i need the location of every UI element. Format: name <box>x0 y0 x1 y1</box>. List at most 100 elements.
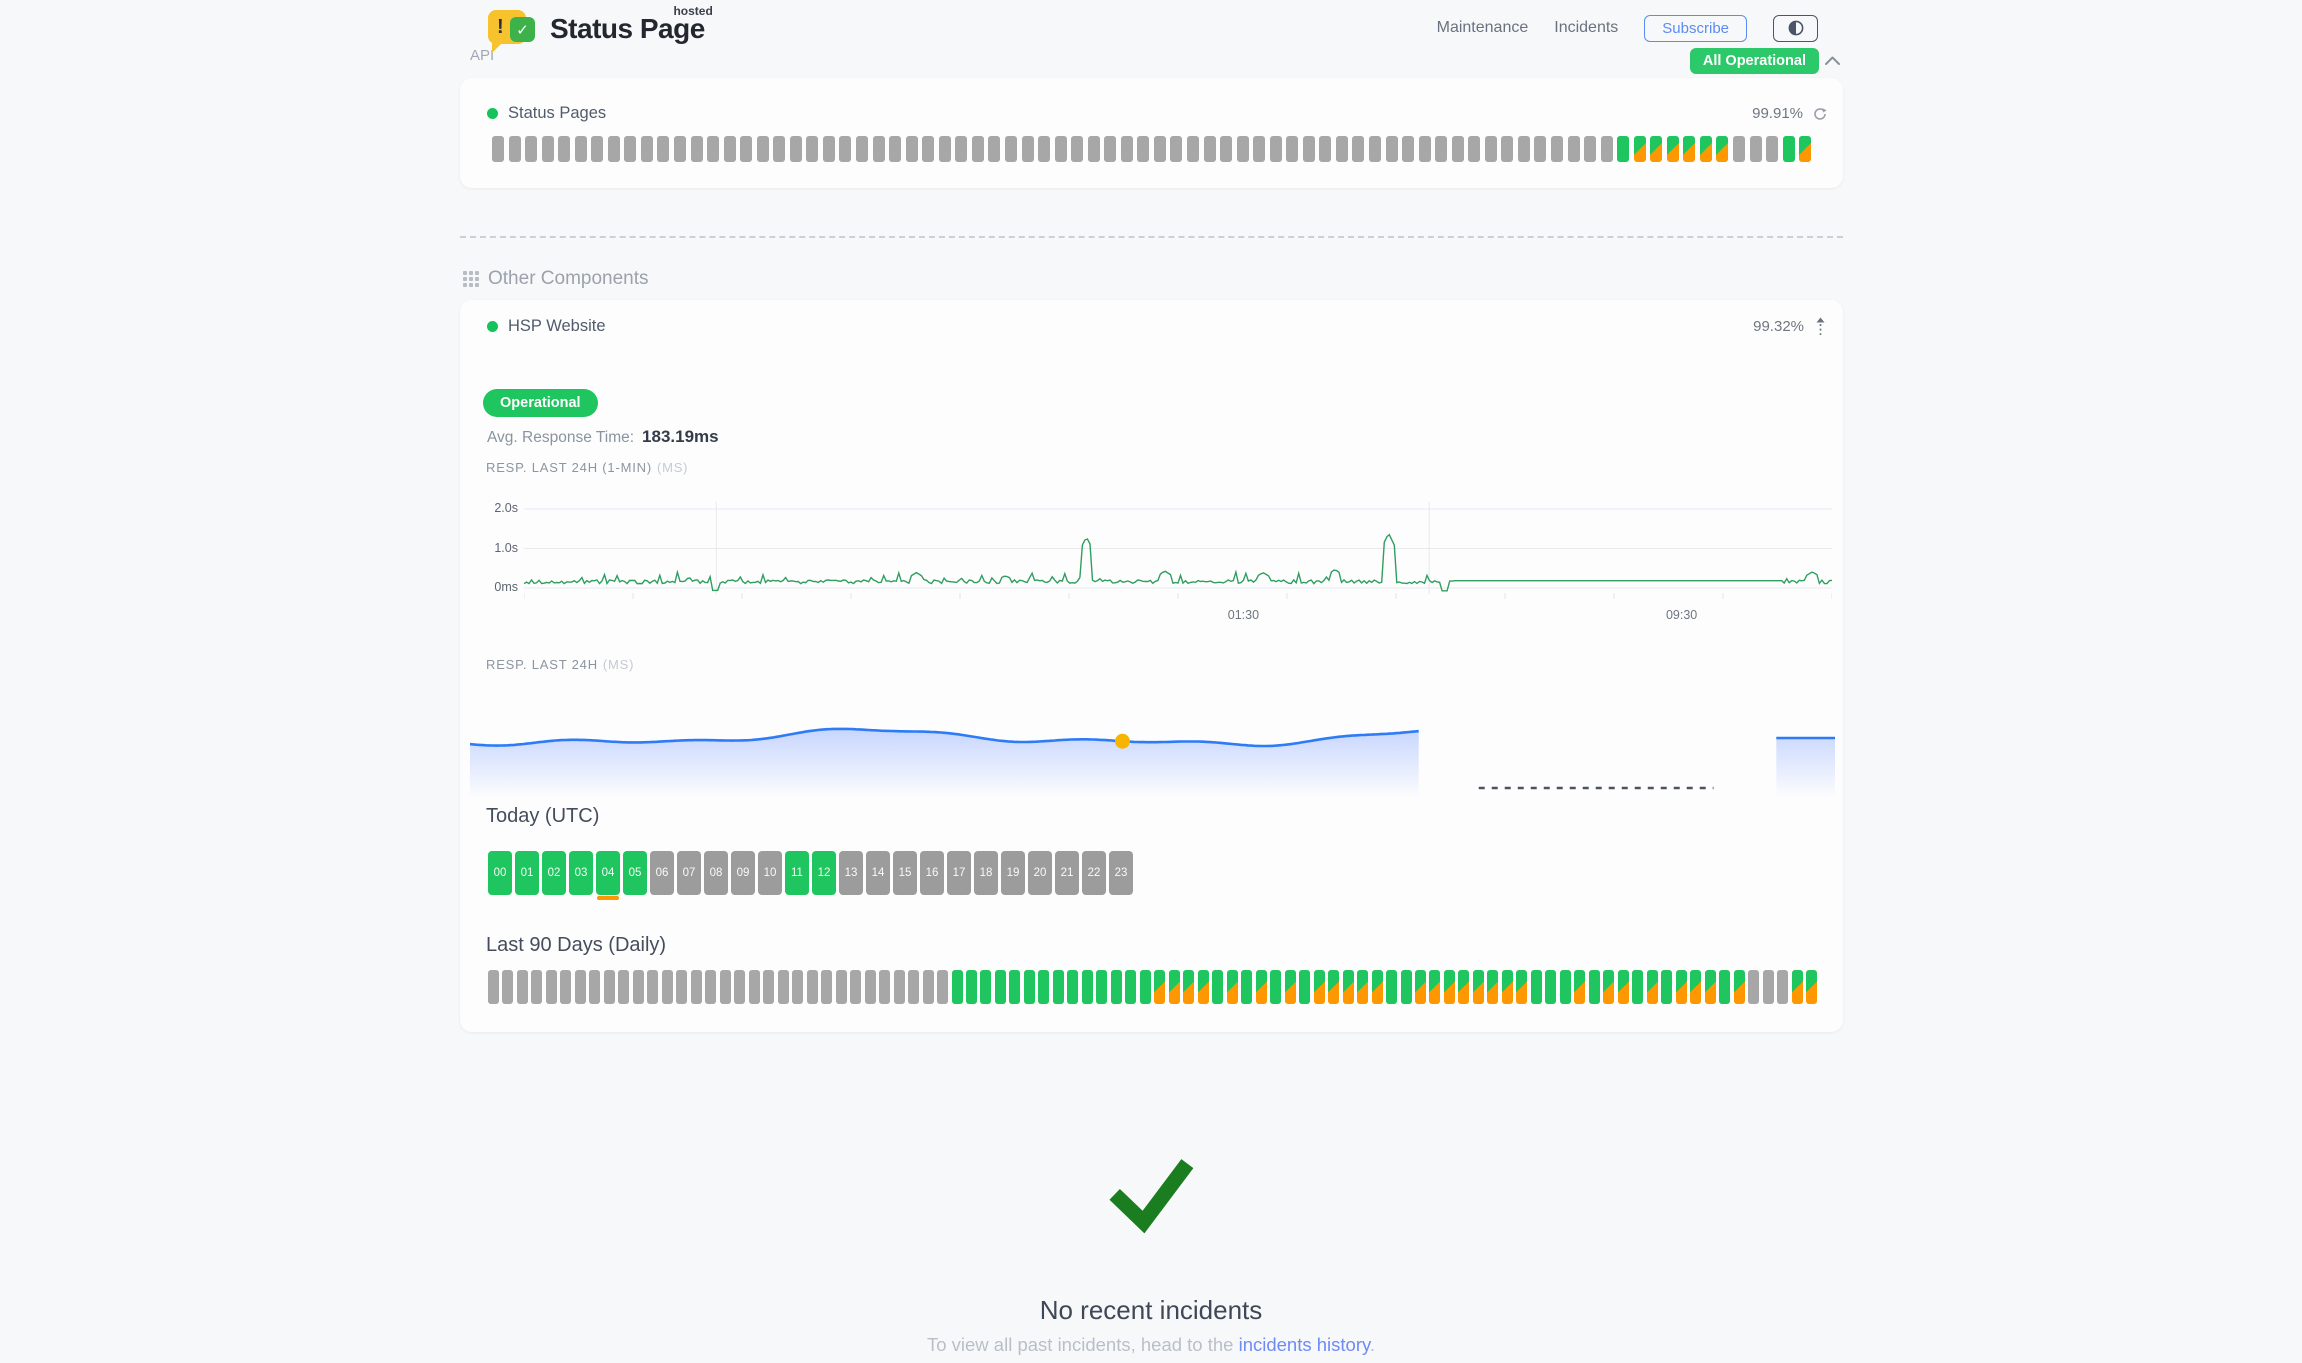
uptime-bar <box>1451 136 1464 162</box>
uptime-bar <box>1385 136 1398 162</box>
x-axis-label: 09:30 <box>1665 608 1698 622</box>
uptime-bar <box>1071 136 1084 162</box>
uptime-bar <box>1286 136 1299 162</box>
theme-toggle-button[interactable] <box>1773 14 1818 42</box>
incidents-history-link[interactable]: incidents history <box>1238 1334 1370 1355</box>
uptime-bar <box>516 970 528 1004</box>
uptime-bar <box>1603 970 1615 1004</box>
chevron-up-icon[interactable] <box>1824 55 1841 66</box>
x-axis-label: 01:30 <box>1227 608 1260 622</box>
uptime-bar <box>492 136 504 162</box>
big-check-icon <box>1109 1159 1194 1234</box>
uptime-bar <box>1534 136 1547 162</box>
uptime-bar <box>591 136 604 162</box>
uptime-bar <box>1096 970 1108 1004</box>
uptime-bar <box>1120 136 1133 162</box>
uptime-bar <box>792 970 804 1004</box>
uptime-bar <box>1067 970 1079 1004</box>
uptime-bar <box>856 136 869 162</box>
other-components-title: Other Components <box>488 268 649 289</box>
uptime-bar <box>1458 970 1470 1004</box>
nav-maintenance[interactable]: Maintenance <box>1436 19 1529 36</box>
uptime-bar <box>1270 970 1282 1004</box>
subscribe-button[interactable]: Subscribe <box>1644 14 1747 42</box>
uptime-bar <box>1690 970 1702 1004</box>
uptime-bar <box>1313 970 1325 1004</box>
uptime-bar <box>1633 136 1646 162</box>
uptime-bar <box>1501 970 1513 1004</box>
uptime-bar <box>1368 136 1381 162</box>
uptime-bar <box>1791 970 1803 1004</box>
chart-24h-label: RESP. LAST 24H (MS) <box>486 657 635 672</box>
uptime-bar <box>937 970 949 1004</box>
bubble-tail <box>492 42 503 53</box>
uptime-bar <box>1183 970 1195 1004</box>
hour-block-21: 21 <box>1055 851 1079 895</box>
uptime-bar <box>1806 970 1818 1004</box>
nav-incidents[interactable]: Incidents <box>1554 19 1619 36</box>
status-dot <box>487 321 498 332</box>
uptime-bar <box>1435 136 1448 162</box>
section-separator <box>460 236 1843 238</box>
y-axis-label: 2.0s <box>494 501 518 515</box>
no-incidents-subtitle: To view all past incidents, head to the … <box>0 1334 2302 1356</box>
uptime-bar <box>1186 136 1199 162</box>
uptime-bar <box>531 970 543 1004</box>
uptime-bar <box>1418 136 1431 162</box>
uptime-bar <box>1748 970 1760 1004</box>
uptime-bar <box>502 970 514 1004</box>
uptime-bar <box>806 970 818 1004</box>
hour-block-19: 19 <box>1001 851 1025 895</box>
uptime-bar <box>1241 970 1253 1004</box>
uptime-bar <box>1516 970 1528 1004</box>
uptime-bar <box>1226 970 1238 1004</box>
uptime-bar <box>632 970 644 1004</box>
uptime-bar <box>850 970 862 1004</box>
hour-block-02: 02 <box>542 851 566 895</box>
uptime-bar <box>1617 136 1630 162</box>
operational-badge: Operational <box>483 389 598 417</box>
contrast-icon <box>1788 20 1803 36</box>
uptime-bar <box>647 970 659 1004</box>
uptime-bar <box>1371 970 1383 1004</box>
uptime-bar <box>1716 136 1729 162</box>
hour-block-16: 16 <box>920 851 944 895</box>
uptime-bar <box>1299 970 1311 1004</box>
uptime-bar <box>1253 136 1266 162</box>
chart-24h-1min-label: RESP. LAST 24H (1-MIN) (MS) <box>486 460 689 475</box>
uptime-bar <box>1328 970 1340 1004</box>
uptime-bar <box>1400 970 1412 1004</box>
uptime-bar <box>1777 970 1789 1004</box>
uptime-bar <box>839 136 852 162</box>
uptime-bar <box>618 970 630 1004</box>
refresh-icon[interactable] <box>1813 107 1827 121</box>
brand-logo[interactable]: ! ✓ Status Page hosted <box>488 4 713 53</box>
hour-block-17: 17 <box>947 851 971 895</box>
collapse-arrow-icon[interactable] <box>1814 317 1827 336</box>
uptime-bar <box>607 136 620 162</box>
uptime-bar <box>1699 136 1712 162</box>
uptime-bar <box>690 970 702 1004</box>
hour-block-11: 11 <box>785 851 809 895</box>
uptime-bar <box>1004 136 1017 162</box>
hour-block-03: 03 <box>569 851 593 895</box>
response-time-area-chart <box>470 727 1835 798</box>
y-axis-label: 1.0s <box>494 540 518 555</box>
uptime-bar <box>893 970 905 1004</box>
hour-block-18: 18 <box>974 851 998 895</box>
hour-block-09: 09 <box>731 851 755 895</box>
uptime-bar <box>560 970 572 1004</box>
hour-block-13: 13 <box>839 851 863 895</box>
uptime-bar <box>1588 970 1600 1004</box>
uptime-bar <box>777 970 789 1004</box>
uptime-bar <box>1023 970 1035 1004</box>
uptime-bar <box>740 136 753 162</box>
uptime-bar <box>1153 136 1166 162</box>
uptime-bar <box>705 970 717 1004</box>
uptime-bar <box>806 136 819 162</box>
uptime-bar <box>1415 970 1426 1004</box>
last-90-days-title: Last 90 Days (Daily) <box>486 934 667 956</box>
uptime-bar <box>1574 970 1586 1004</box>
uptime-bar <box>719 970 731 1004</box>
uptime-bar <box>640 136 653 162</box>
